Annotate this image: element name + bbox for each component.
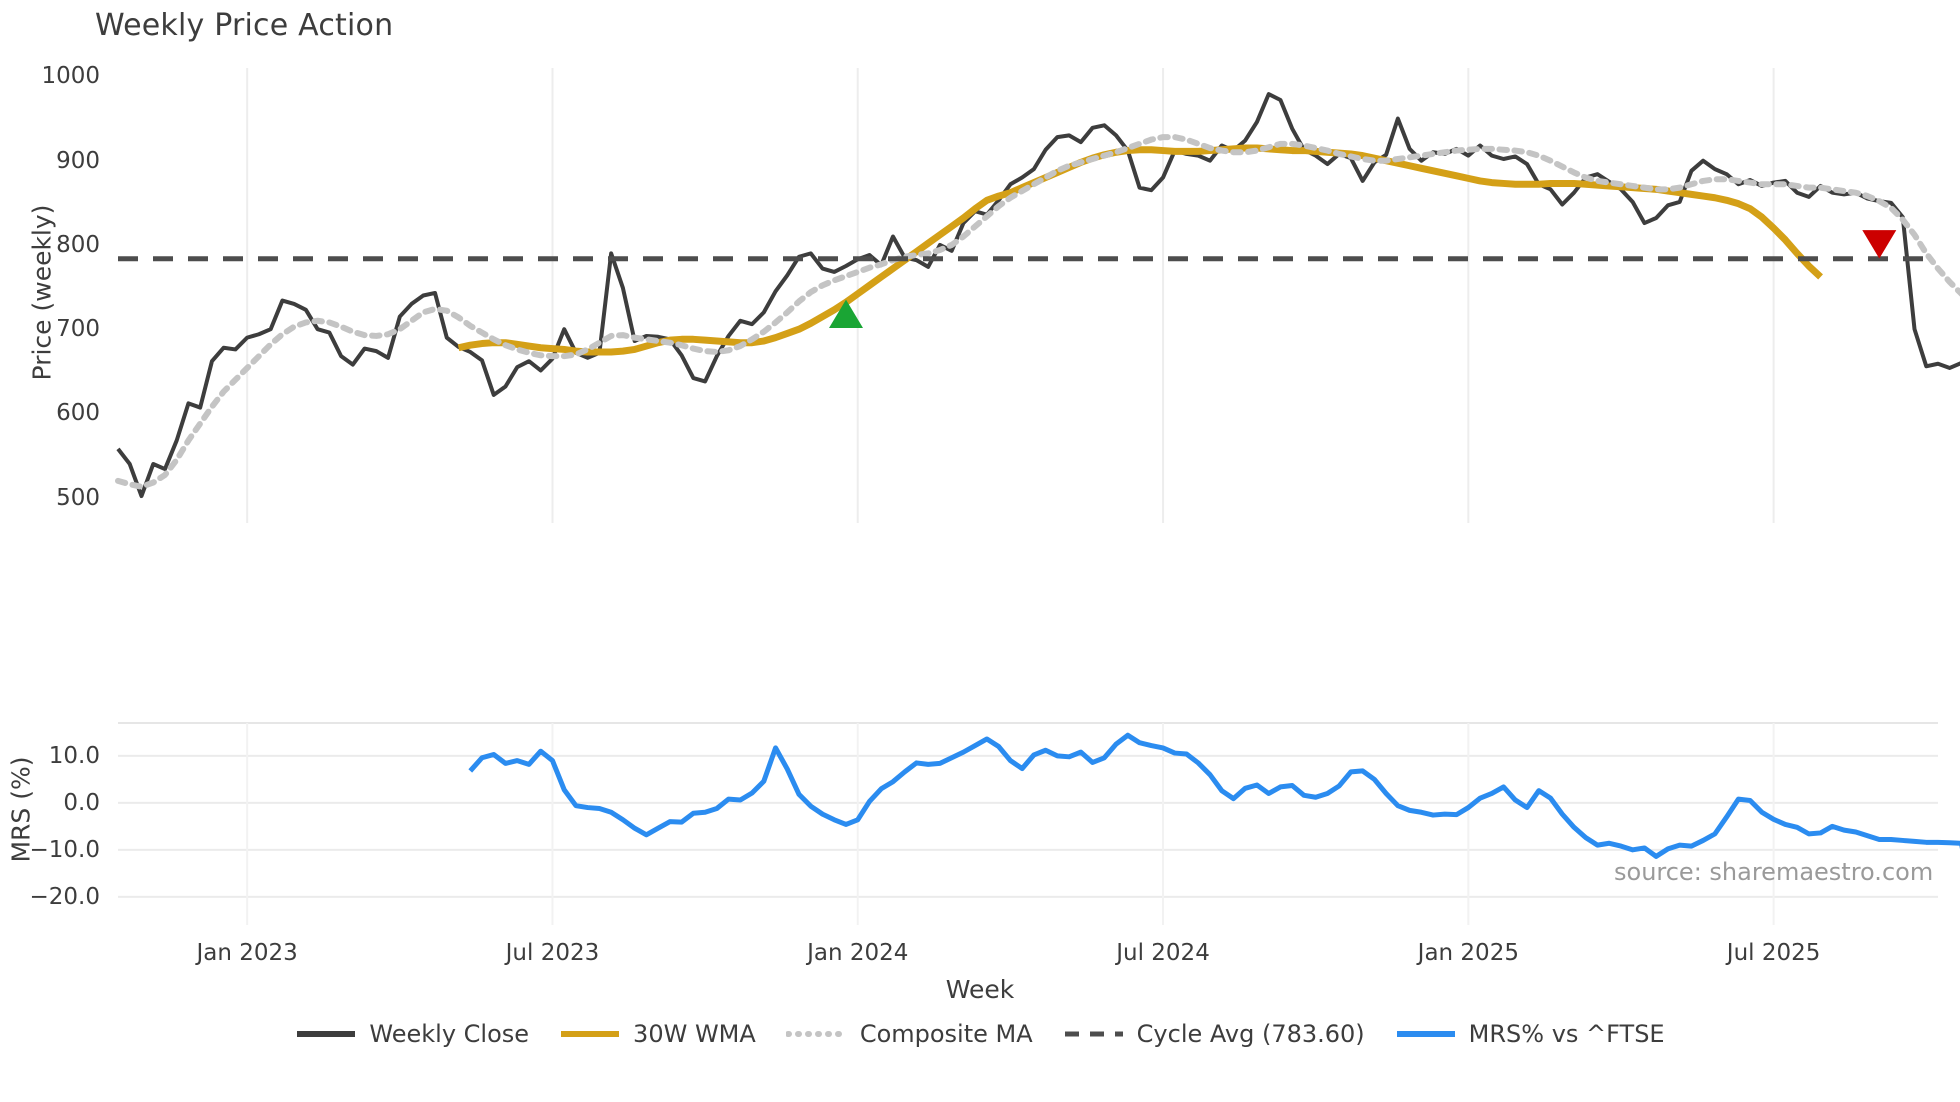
x-axis-label: Week [945,975,1015,1004]
price-y-tick: 900 [56,147,100,174]
x-tick: Jul 2023 [505,940,600,966]
mrs-y-tick: −10.0 [29,836,100,863]
legend-label: Composite MA [859,1020,1033,1048]
buy-marker-icon [829,299,863,328]
legend-swatch-icon [784,1023,849,1045]
legend-label: Cycle Avg (783.60) [1136,1020,1365,1048]
legend-swatch-icon [559,1023,621,1045]
legend-entry[interactable]: Cycle Avg (783.60) [1063,1020,1365,1048]
x-tick: Jan 2023 [196,940,298,966]
series-line-weekly-close [116,92,1960,499]
price-y-tick: 500 [56,484,100,511]
x-tick: Jan 2025 [1417,940,1519,966]
x-tick: Jan 2024 [807,940,909,966]
legend-swatch-icon [295,1023,357,1045]
legend-entry[interactable]: Composite MA [784,1020,1033,1048]
mrs-y-tick: 10.0 [48,742,100,769]
price-y-tick: 1000 [41,63,100,90]
legend-entry[interactable]: MRS% vs ^FTSE [1395,1020,1665,1048]
x-tick: Jul 2024 [1116,940,1210,966]
mrs-y-tick: −20.0 [29,883,100,910]
series-line-30w-wma [457,144,1823,356]
chart-title: Weekly Price Action [95,8,394,43]
legend-label: Weekly Close [369,1020,530,1048]
x-tick: Jul 2025 [1726,940,1821,966]
source-attribution: source: sharemaestro.com [1614,858,1934,886]
price-y-tick: 600 [56,400,100,427]
legend-label: MRS% vs ^FTSE [1468,1020,1665,1048]
legend-entry[interactable]: Weekly Close [295,1020,529,1048]
series-line-mrs-vs-ftse [468,732,1960,859]
legend-swatch-icon [1063,1023,1125,1045]
price-y-tick: 700 [56,316,100,343]
chart-legend: Weekly Close 30W WMA Composite MA Cycle Avg… [0,1020,1960,1048]
legend-label: 30W WMA [633,1020,756,1048]
mrs-y-tick: 0.0 [63,789,100,816]
price-y-tick: 800 [56,231,100,258]
legend-swatch-icon [1395,1023,1457,1045]
series-line-composite-ma [115,134,1960,490]
sell-marker-icon [1862,230,1897,259]
legend-entry[interactable]: 30W WMA [559,1020,756,1048]
